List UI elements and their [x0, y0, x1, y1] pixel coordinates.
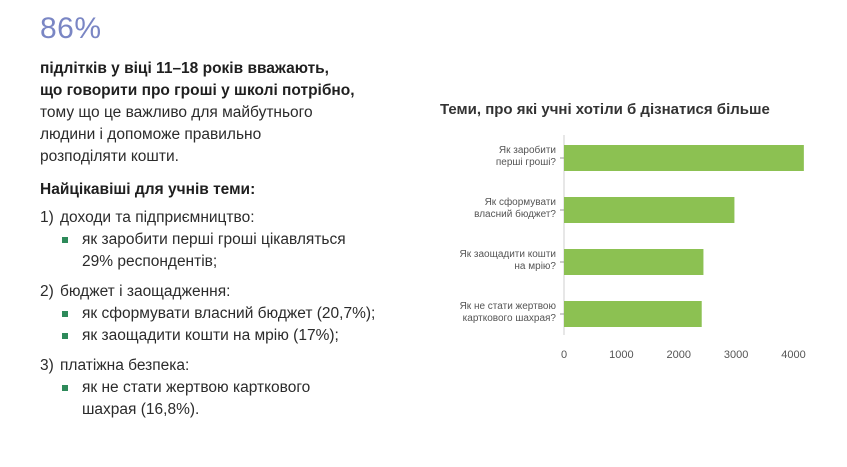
group-label: платіжна безпека: [60, 357, 190, 374]
category-label: Як не стати жертвою [460, 301, 557, 312]
category-label: на мрію? [514, 261, 556, 272]
topic-group-2: 2) бюджет і заощадження: як сформувати в… [40, 281, 440, 347]
group-number: 3) [40, 357, 54, 374]
bullet-icon [62, 385, 68, 391]
list-item-text: 29% респондентів; [82, 253, 218, 270]
intro-line-4: людини і допоможе правильно [40, 126, 262, 143]
group-number: 2) [40, 283, 54, 300]
group-number: 1) [40, 209, 54, 226]
category-label: карткового шахрая? [463, 313, 557, 324]
category-label: перші гроші? [496, 157, 557, 168]
topics-list: 1) доходи та підприємництво: як заробити… [40, 207, 440, 429]
x-tick-label: 4000 [781, 349, 805, 361]
headline-percent: 86% [40, 12, 102, 45]
bar [564, 197, 735, 223]
bar [564, 301, 702, 327]
x-tick-label: 3000 [724, 349, 748, 361]
x-tick-label: 0 [561, 349, 567, 361]
bullet-icon [62, 237, 68, 243]
list-item: як заощадити кошти на мрію (17%); [62, 325, 440, 347]
topic-group-1: 1) доходи та підприємництво: як заробити… [40, 207, 440, 273]
list-item: як не стати жертвою карткового шахрая (1… [62, 377, 440, 421]
list-item-text: шахрая (16,8%). [82, 401, 200, 418]
intro-bold-line-1: підлітків у віці 11–18 років вважають, [40, 60, 329, 77]
bullet-icon [62, 333, 68, 339]
topic-group-3: 3) платіжна безпека: як не стати жертвою… [40, 355, 440, 421]
category-label: Як заощадити кошти [460, 249, 556, 260]
list-item-text: як заощадити кошти на мрію (17%); [82, 327, 339, 344]
intro-line-5: розподіляти кошти. [40, 148, 179, 165]
intro-bold-line-2: що говорити про гроші у школі потрібно, [40, 82, 355, 99]
topics-title: Найцікавіші для учнів теми: [40, 181, 256, 198]
x-tick-label: 1000 [609, 349, 633, 361]
list-item: як заробити перші гроші цікавляться 29% … [62, 229, 440, 273]
category-label: власний бюджет? [474, 208, 556, 220]
list-item-text: як сформувати власний бюджет (20,7%); [82, 305, 376, 322]
list-item-text: як не стати жертвою карткового [82, 379, 311, 396]
group-label: доходи та підприємництво: [60, 209, 255, 226]
category-label: Як заробити [499, 144, 556, 156]
bar [564, 145, 804, 171]
intro-text: підлітків у віці 11–18 років вважають, щ… [40, 58, 420, 168]
category-label: Як сформувати [485, 196, 556, 208]
list-item-text: як заробити перші гроші цікавляться [82, 231, 346, 248]
bullet-icon [62, 311, 68, 317]
x-tick-label: 2000 [667, 349, 691, 361]
chart-title: Теми, про які учні хотіли б дізнатися бі… [440, 101, 770, 118]
group-label: бюджет і заощадження: [60, 283, 231, 300]
intro-line-3: тому що це важливо для майбутнього [40, 104, 313, 121]
list-item: як сформувати власний бюджет (20,7%); [62, 303, 440, 325]
bar [564, 249, 704, 275]
